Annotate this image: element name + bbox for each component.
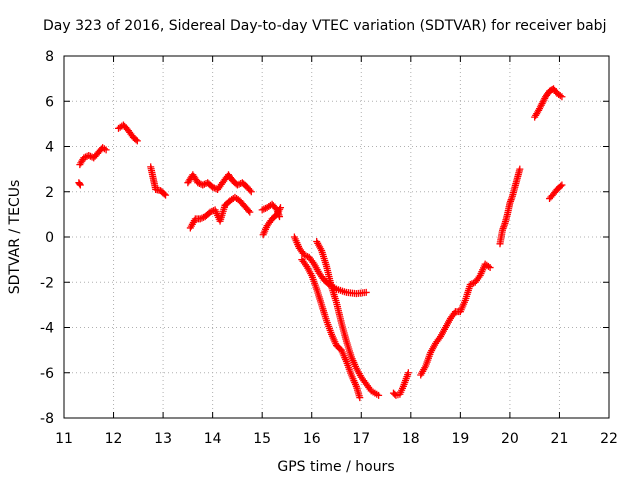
x-tick-label: 19 — [451, 431, 469, 447]
data-point — [558, 181, 566, 189]
y-tick-label: 6 — [45, 94, 54, 110]
data-point — [233, 181, 241, 189]
series-arc-e — [184, 171, 255, 196]
data-point — [195, 179, 203, 187]
series-arc-j — [313, 238, 383, 399]
data-point — [245, 207, 253, 215]
data-point — [404, 369, 412, 377]
y-tick-label: -4 — [40, 321, 54, 337]
data-point — [356, 394, 364, 402]
data-point — [76, 181, 84, 189]
series-arc-b — [76, 144, 110, 169]
y-axis-label: SDTVAR / TECUs — [7, 180, 23, 295]
data-point — [162, 191, 170, 199]
x-tick-label: 16 — [303, 431, 321, 447]
x-tick-label: 15 — [253, 431, 271, 447]
series-arc-k — [298, 256, 364, 402]
data-point — [80, 154, 88, 162]
y-tick-label: -2 — [40, 275, 54, 291]
data-point — [76, 180, 84, 188]
data-point — [468, 280, 476, 288]
data-point — [246, 208, 254, 216]
data-point — [247, 188, 255, 196]
grid — [64, 56, 609, 418]
x-tick-label: 22 — [600, 431, 618, 447]
series-arc-m — [417, 260, 494, 379]
data-point — [466, 281, 474, 289]
series-arc-l — [389, 369, 412, 399]
series-arc-a — [75, 179, 84, 189]
y-tick-label: 8 — [45, 49, 54, 65]
data-point — [132, 136, 140, 144]
x-tick-label: 13 — [154, 431, 172, 447]
data-series — [75, 85, 566, 402]
axis-ticks: 11 12 13 14 15 16 17 18 19 20 21 22 -8 -6 -4 -2 0 2 4 6 8 — [40, 49, 618, 447]
series-arc-o — [531, 85, 566, 121]
series-arc-h — [259, 204, 285, 239]
data-point — [277, 204, 285, 212]
data-point — [198, 214, 206, 222]
series-arc-c — [115, 121, 141, 145]
data-point — [133, 137, 141, 145]
x-axis-label: GPS time / hours — [277, 459, 394, 475]
data-point — [558, 93, 566, 101]
data-point — [516, 165, 524, 173]
y-tick-label: -6 — [40, 366, 54, 382]
data-point — [209, 183, 217, 191]
data-point — [194, 179, 202, 187]
data-point — [258, 206, 266, 214]
data-point — [199, 181, 207, 189]
data-point — [557, 182, 565, 190]
y-tick-label: 2 — [45, 185, 54, 201]
data-point — [246, 186, 254, 194]
chart-title: Day 323 of 2016, Sidereal Day-to-day VTE… — [43, 18, 606, 34]
x-tick-label: 20 — [501, 431, 519, 447]
data-point — [102, 146, 110, 154]
data-point — [260, 205, 268, 213]
data-point — [302, 252, 310, 260]
data-point — [486, 264, 494, 272]
data-point — [81, 153, 89, 161]
data-point — [160, 190, 168, 198]
x-tick-label: 21 — [551, 431, 569, 447]
data-point — [556, 92, 564, 100]
y-tick-label: 0 — [45, 230, 54, 246]
series-arc-n — [496, 165, 524, 248]
x-tick-label: 18 — [402, 431, 420, 447]
data-point — [362, 288, 370, 296]
x-tick-label: 11 — [55, 431, 73, 447]
series-arc-f — [186, 193, 254, 232]
data-point — [484, 262, 492, 270]
x-tick-label: 12 — [105, 431, 123, 447]
y-tick-label: -8 — [40, 411, 54, 427]
data-point — [85, 152, 93, 160]
data-point — [375, 391, 383, 399]
y-tick-label: 4 — [45, 140, 54, 156]
data-point — [300, 251, 308, 259]
series-arc-d — [147, 163, 170, 199]
x-tick-label: 14 — [204, 431, 222, 447]
series-arc-i — [290, 233, 370, 298]
x-tick-label: 17 — [352, 431, 370, 447]
data-point — [196, 215, 204, 223]
series-arc-p — [546, 181, 566, 203]
